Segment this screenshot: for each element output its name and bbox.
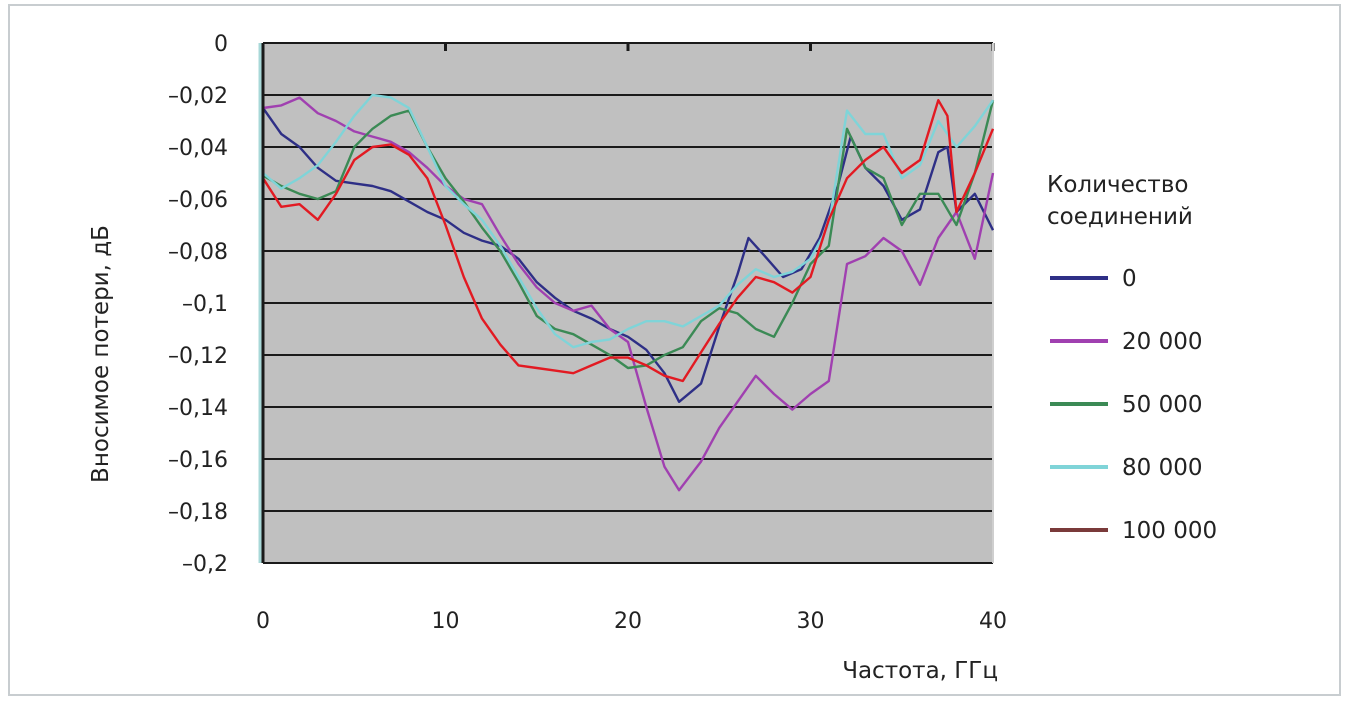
y-tick-label: –0,06 [168,188,228,213]
y-tick-label: –0,12 [168,344,228,369]
y-tick-label: 0 [214,32,228,57]
legend-label-1: 20 000 [1122,329,1202,355]
x-axis-title: Частота, ГГц [842,658,998,684]
series-line-0 [262,107,995,403]
legend-label-4: 100 000 [1122,518,1217,544]
x-tick-label: 30 [797,609,825,634]
y-tick-label: –0,1 [182,292,228,317]
x-tick-label: 10 [432,609,460,634]
y-tick-label: –0,02 [168,84,228,109]
series-line-4 [261,99,995,383]
y-tick-label: –0,2 [182,552,228,577]
x-tick-label: 40 [979,609,1007,634]
series-line-2 [262,99,995,370]
legend-label-0: 0 [1122,266,1137,292]
y-tick-label: –0,08 [168,240,228,265]
y-axis-title: Вносимое потери, дБ [88,225,114,483]
x-tick-label: 20 [614,609,642,634]
gridlines [258,42,995,564]
legend-title-line2: соединений [1047,204,1193,230]
y-tick-label: –0,18 [168,500,228,525]
legend-title-line1: Количество [1047,172,1188,198]
x-tick-labels: 0 10 20 30 40 [256,609,1007,634]
series-line-1 [262,96,995,492]
y-tick-labels: 0 –0,02 –0,04 –0,06 –0,08 –0,1 –0,12 –0,14 –0,16… [168,32,228,577]
series-line-3 [262,93,994,349]
legend-label-2: 50 000 [1122,392,1202,418]
legend: 0 20 000 50 000 80 000 100 000 [1050,266,1217,544]
y-tick-label: –0,04 [168,136,228,161]
legend-label-3: 80 000 [1122,455,1202,481]
series-lines [261,93,995,492]
x-tick-label: 0 [256,609,270,634]
y-tick-label: –0,14 [168,396,228,421]
y-tick-label: –0,16 [168,448,228,473]
